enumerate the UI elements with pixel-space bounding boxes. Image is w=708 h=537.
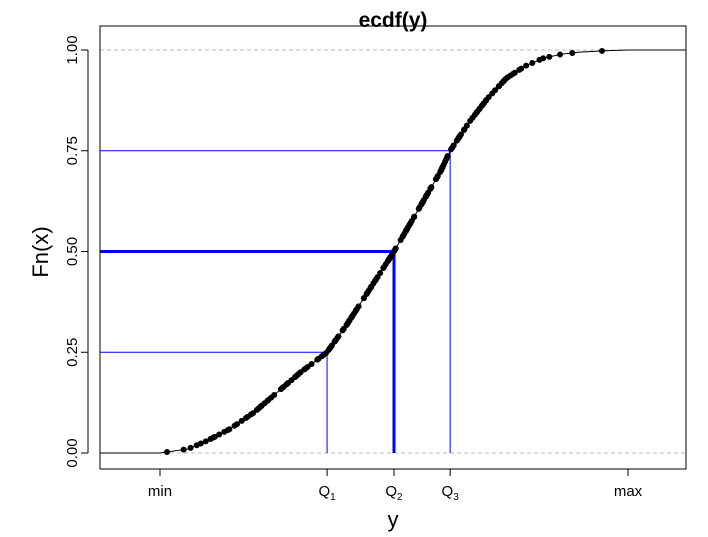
- ecdf-point: [599, 47, 606, 54]
- ecdf-point: [546, 53, 553, 60]
- ecdf-point: [164, 448, 171, 455]
- ecdf-point: [492, 87, 499, 94]
- ecdf-point: [202, 438, 209, 445]
- y-axis: 0.00 0.25 0.50 0.75 1.00: [64, 35, 89, 468]
- ecdf-point: [540, 55, 547, 62]
- y-tick-label: 0.50: [64, 237, 81, 266]
- y-axis-label: Fn(x): [28, 226, 53, 277]
- quartile-lines: [100, 150, 451, 453]
- x-tick-label: Q2: [385, 483, 403, 503]
- ecdf-point: [529, 59, 536, 66]
- ecdf-point: [463, 122, 470, 129]
- ecdf-point: [234, 421, 240, 428]
- ecdf-point: [392, 245, 399, 252]
- ecdf-point: [238, 417, 245, 424]
- ecdf-point: [180, 446, 187, 453]
- ecdf-point: [216, 431, 223, 438]
- x-tick-label: Q3: [442, 483, 460, 503]
- ecdf-point: [439, 164, 446, 171]
- chart-title: ecdf(y): [359, 9, 428, 32]
- x-tick-label: Q1: [318, 483, 336, 503]
- ecdf-point: [197, 440, 204, 447]
- ecdf-point: [427, 185, 434, 192]
- y-tick-label: 0.75: [64, 136, 81, 165]
- ecdf-point: [557, 51, 564, 58]
- ecdf-point: [308, 360, 315, 367]
- ecdf-point: [415, 205, 422, 212]
- ecdf-point: [211, 433, 218, 440]
- x-tick-label: max: [614, 483, 643, 500]
- y-tick-label: 1.00: [64, 35, 81, 64]
- x-axis: min Q1 Q2 Q3 max: [148, 468, 643, 503]
- ecdf-point: [434, 174, 441, 181]
- ecdf-point: [450, 142, 457, 149]
- ecdf-point: [485, 94, 492, 101]
- ecdf-point: [444, 153, 451, 160]
- ecdf-point: [511, 69, 518, 76]
- ecdf-points: [164, 47, 606, 455]
- ecdf-point: [569, 49, 576, 56]
- ecdf-point: [518, 65, 525, 72]
- x-tick-label: min: [148, 483, 172, 500]
- ecdf-point: [335, 333, 342, 340]
- y-tick-label: 0.00: [64, 438, 81, 467]
- y-tick-label: 0.25: [64, 338, 81, 367]
- ecdf-point: [410, 214, 417, 221]
- ecdf-point: [457, 131, 464, 138]
- x-axis-label: y: [388, 507, 399, 532]
- ecdf-point: [523, 62, 530, 69]
- ecdf-point: [271, 391, 278, 398]
- ecdf-point: [187, 444, 194, 451]
- ecdf-point: [355, 303, 362, 310]
- ecdf-point: [226, 426, 233, 433]
- ecdf-point: [377, 269, 384, 276]
